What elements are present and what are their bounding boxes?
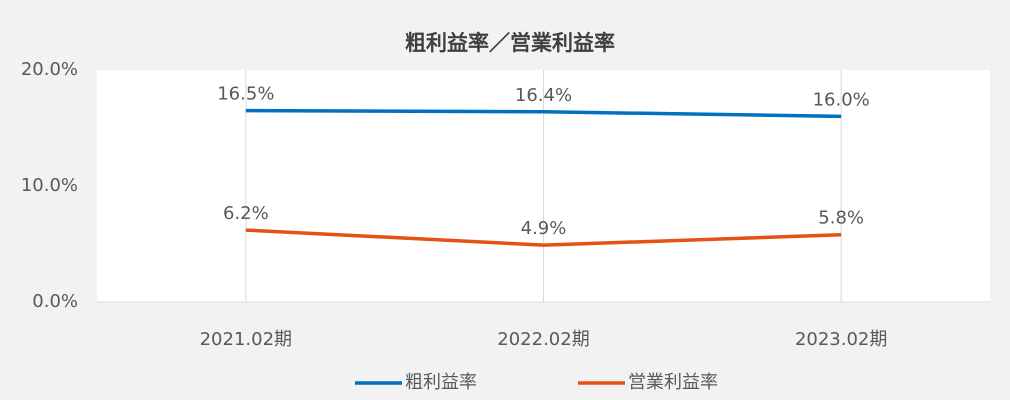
data-label: 16.5% — [217, 84, 274, 105]
legend-label: 営業利益率 — [628, 372, 718, 393]
data-label: 6.2% — [223, 203, 269, 224]
y-tick-label: 0.0% — [32, 291, 78, 312]
series-line — [245, 228, 842, 247]
y-tick-label: 10.0% — [21, 175, 78, 196]
y-tick-label: 20.0% — [21, 59, 78, 80]
series-line — [245, 108, 842, 119]
data-label: 5.8% — [818, 208, 864, 229]
x-tick-label: 2021.02期 — [200, 329, 292, 350]
legend-label: 粗利益率 — [405, 372, 477, 393]
data-label: 16.0% — [813, 89, 870, 110]
x-tick-label: 2022.02期 — [497, 329, 589, 350]
data-label: 16.4% — [515, 85, 572, 106]
x-tick-label: 2023.02期 — [795, 329, 887, 350]
data-label: 4.9% — [521, 218, 567, 239]
chart-title: 粗利益率／営業利益率 — [405, 31, 615, 55]
